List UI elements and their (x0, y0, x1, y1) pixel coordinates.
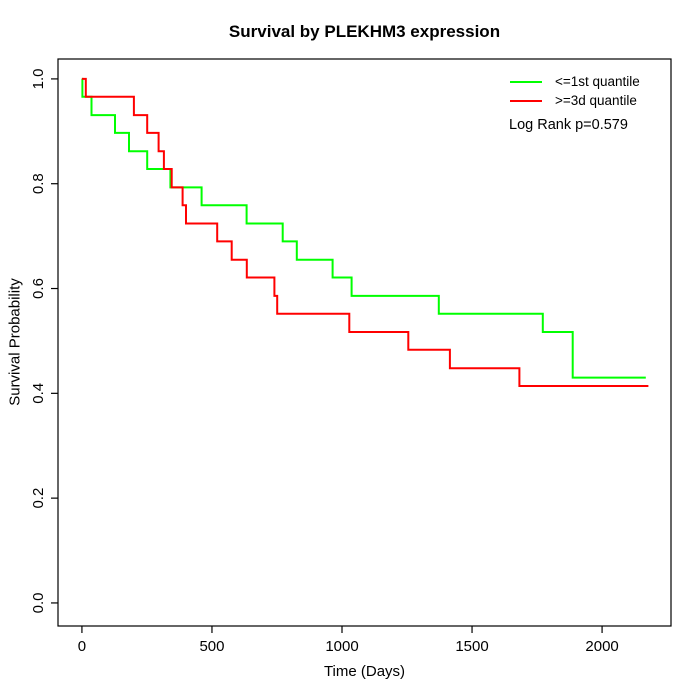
survival-curve-low-expression (81, 77, 646, 379)
plot-box (57, 58, 672, 627)
logrank-pvalue-text: Log Rank p=0.579 (509, 117, 628, 133)
y-tick-label: 1.0 (30, 68, 47, 89)
x-axis-title: Time (Days) (323, 663, 406, 680)
chart-title: Survival by PLEKHM3 expression (228, 22, 501, 41)
survival-curve-high-expression (81, 77, 649, 387)
legend-line-green-icon (510, 80, 542, 83)
y-axis-title: Survival Probability (6, 278, 24, 406)
x-tick-label: 2000 (585, 638, 618, 655)
x-tick-label: 500 (199, 638, 224, 655)
legend-line-red-icon (510, 99, 542, 102)
legend-item-third-quantile: >=3d quantile (510, 91, 640, 110)
y-tick-label: 0.0 (30, 593, 47, 614)
x-tick-label: 1000 (325, 638, 358, 655)
y-tick-label: 0.8 (30, 173, 47, 194)
legend-label-first-quantile: <=1st quantile (555, 74, 640, 89)
y-tick-label: 0.6 (30, 278, 47, 299)
y-tick-label: 0.4 (30, 383, 47, 404)
legend: <=1st quantile >=3d quantile Log Rank p=… (509, 72, 640, 133)
y-tick-label: 0.2 (30, 488, 47, 509)
legend-item-first-quantile: <=1st quantile (510, 72, 640, 91)
x-tick-label: 0 (78, 638, 86, 655)
legend-label-third-quantile: >=3d quantile (555, 93, 637, 108)
x-tick-label: 1500 (455, 638, 488, 655)
